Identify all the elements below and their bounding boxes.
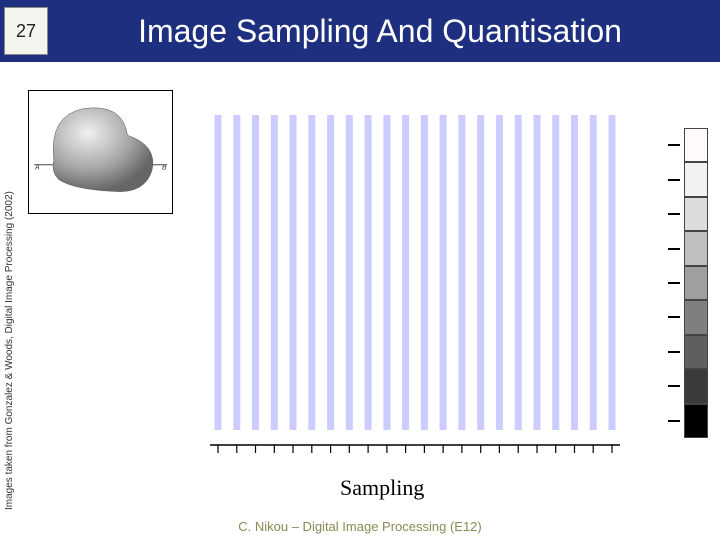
gray-swatch: [684, 231, 708, 265]
sample-bar: [383, 115, 390, 430]
svg-text:A: A: [34, 165, 40, 172]
sample-bar: [271, 115, 278, 430]
gray-level-row: [668, 266, 708, 300]
sample-bar: [252, 115, 259, 430]
gray-level-row: [668, 128, 708, 162]
quantisation-gray-scale: [668, 128, 708, 438]
sample-bar: [365, 115, 372, 430]
page-number-text: 27: [16, 21, 36, 42]
slide-header: 27 Image Sampling And Quantisation: [0, 0, 720, 62]
gray-swatch: [684, 369, 708, 403]
gray-tick: [668, 420, 680, 422]
sample-bar: [290, 115, 297, 430]
gray-tick: [668, 144, 680, 146]
gray-tick: [668, 282, 680, 284]
slide-title: Image Sampling And Quantisation: [48, 13, 720, 50]
sample-bar: [590, 115, 597, 430]
sample-bar: [308, 115, 315, 430]
sampling-chart: [200, 110, 630, 470]
sample-bar: [346, 115, 353, 430]
sampling-label: Sampling: [340, 475, 424, 501]
gray-tick: [668, 248, 680, 250]
gray-swatch: [684, 300, 708, 334]
gray-level-row: [668, 369, 708, 403]
gray-swatch: [684, 404, 708, 438]
sample-bar: [609, 115, 616, 430]
sample-bar: [215, 115, 222, 430]
sample-bar: [496, 115, 503, 430]
sample-bar: [327, 115, 334, 430]
gray-level-row: [668, 300, 708, 334]
sampling-chart-svg: [200, 110, 630, 470]
gray-level-row: [668, 335, 708, 369]
blob-illustration: A B: [29, 91, 172, 213]
gray-swatch: [684, 197, 708, 231]
sample-bar: [458, 115, 465, 430]
sample-bar: [233, 115, 240, 430]
gray-swatch: [684, 128, 708, 162]
gray-level-row: [668, 162, 708, 196]
gray-level-row: [668, 197, 708, 231]
sample-bar: [571, 115, 578, 430]
gray-tick: [668, 351, 680, 353]
source-image-thumbnail: A B: [28, 90, 173, 214]
sample-bar: [477, 115, 484, 430]
gray-tick: [668, 385, 680, 387]
gray-level-row: [668, 404, 708, 438]
gray-tick: [668, 213, 680, 215]
svg-text:B: B: [162, 165, 167, 172]
footer-credit: C. Nikou – Digital Image Processing (E12…: [0, 519, 720, 534]
sample-bar: [534, 115, 541, 430]
sample-bar: [515, 115, 522, 430]
gray-swatch: [684, 162, 708, 196]
image-credit: Images taken from Gonzalez & Woods, Digi…: [4, 191, 15, 510]
gray-tick: [668, 316, 680, 318]
sample-bar: [402, 115, 409, 430]
sample-bar: [440, 115, 447, 430]
sample-bar: [552, 115, 559, 430]
gray-level-row: [668, 231, 708, 265]
sample-bar: [421, 115, 428, 430]
page-number: 27: [4, 7, 48, 55]
gray-swatch: [684, 335, 708, 369]
gray-swatch: [684, 266, 708, 300]
gray-tick: [668, 179, 680, 181]
